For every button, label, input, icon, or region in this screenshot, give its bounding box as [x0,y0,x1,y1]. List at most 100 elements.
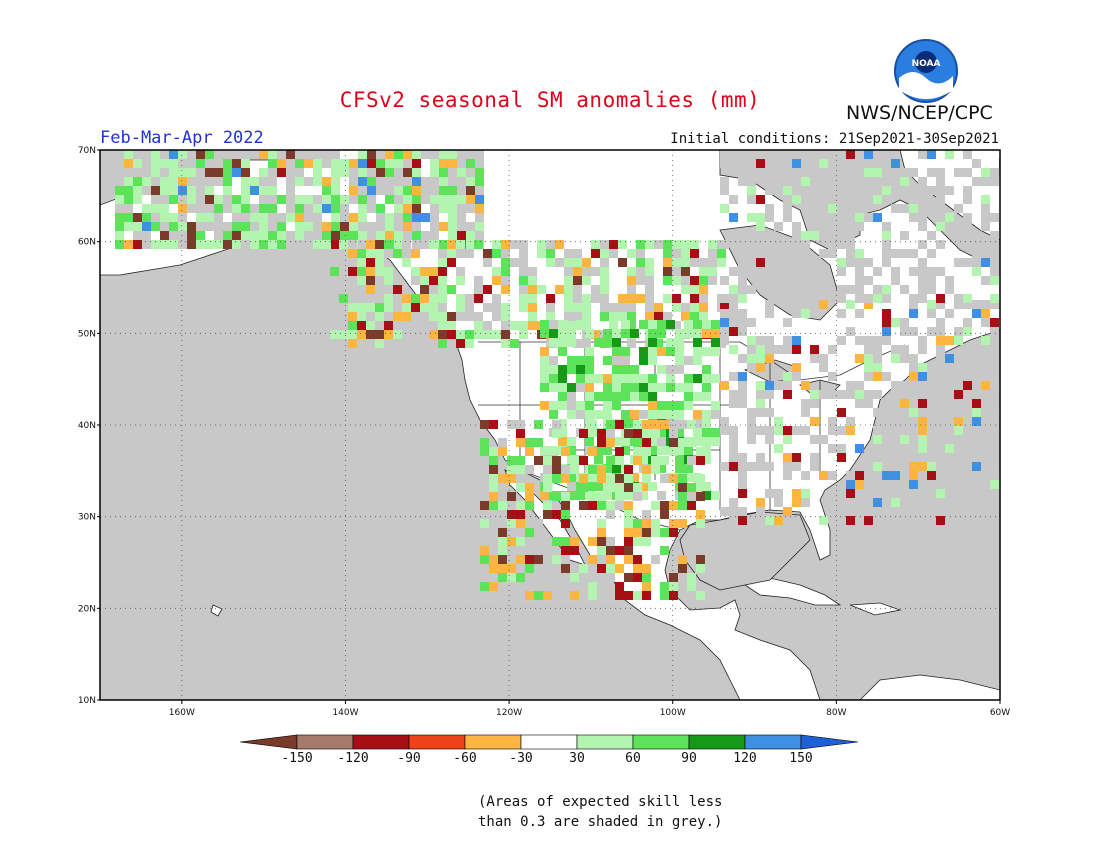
anomaly-cell [498,555,507,564]
anomaly-cell [651,555,660,564]
anomaly-cell [367,150,376,159]
anomaly-cell [457,168,466,177]
anomaly-cell [483,249,492,258]
anomaly-cell [448,213,457,222]
color-legend: -150 -120 -90 -60 -30 30 60 90 120 150 [239,734,859,766]
anomaly-cell [846,150,855,159]
anomaly-cell [945,150,954,159]
land-south-america [859,674,1000,700]
anomaly-cell [702,392,711,401]
anomaly-cell [151,186,160,195]
anomaly-cell [196,204,205,213]
anomaly-cell [558,392,567,401]
anomaly-cell [678,420,687,429]
anomaly-cell [169,186,178,195]
anomaly-cell [981,258,990,267]
anomaly-cell [588,501,597,510]
anomaly-cell [567,338,576,347]
anomaly-cell [151,222,160,231]
anomaly-cell [873,168,882,177]
anomaly-cell [690,276,699,285]
anomaly-cell [304,240,313,249]
anomaly-cell [430,150,439,159]
anomaly-cell [561,510,570,519]
anomaly-cell [783,300,792,309]
anomaly-cell [546,294,555,303]
anomaly-cell [972,480,981,489]
anomaly-cell [873,354,882,363]
anomaly-cell [681,303,690,312]
anomaly-cell [151,168,160,177]
anomaly-cell [295,240,304,249]
lon-tick-label: 160W [169,708,195,718]
anomaly-cell [918,150,927,159]
anomaly-cell [115,177,124,186]
anomaly-cell [954,294,963,303]
anomaly-cell [525,528,534,537]
anomaly-cell [597,564,606,573]
anomaly-cell [448,177,457,186]
anomaly-cell [600,303,609,312]
anomaly-cell [627,294,636,303]
anomaly-cell [783,249,792,258]
anomaly-cell [322,240,331,249]
anomaly-cell [480,492,489,501]
anomaly-cell [549,401,558,410]
anomaly-cell [600,249,609,258]
anomaly-cell [591,267,600,276]
anomaly-cell [411,303,420,312]
anomaly-cell [669,573,678,582]
anomaly-cell [507,474,516,483]
anomaly-cell [624,429,633,438]
anomaly-cell [927,276,936,285]
anomaly-cell [900,285,909,294]
anomaly-cell [909,354,918,363]
anomaly-cell [480,519,489,528]
anomaly-cell [720,318,729,327]
anomaly-cell [882,231,891,240]
anomaly-cell [837,408,846,417]
anomaly-cell [792,372,801,381]
anomaly-cell [873,363,882,372]
anomaly-cell [223,231,232,240]
anomaly-cell [918,177,927,186]
anomaly-cell [972,462,981,471]
anomaly-cell [756,354,765,363]
anomaly-cell [534,420,543,429]
anomaly-cell [972,354,981,363]
anomaly-cell [540,356,549,365]
anomaly-cell [456,330,465,339]
anomaly-cell [882,195,891,204]
anomaly-cell [828,240,837,249]
anomaly-cell [466,240,475,249]
anomaly-cell [681,312,690,321]
anomaly-cell [582,339,591,348]
anomaly-cell [654,339,663,348]
anomaly-cell [612,347,621,356]
anomaly-cell [783,204,792,213]
anomaly-cell [456,294,465,303]
anomaly-cell [322,222,331,231]
anomaly-cell [474,330,483,339]
anomaly-cell [250,186,259,195]
anomaly-cell [774,417,783,426]
anomaly-cell [489,564,498,573]
anomaly-cell [828,372,837,381]
anomaly-cell [349,231,358,240]
anomaly-cell [492,294,501,303]
anomaly-cell [624,501,633,510]
anomaly-cell [501,330,510,339]
footnote-line-1: (Areas of expected skill less [478,794,723,810]
anomaly-cell [669,528,678,537]
anomaly-cell [489,474,498,483]
anomaly-cell [474,294,483,303]
anomaly-cell [543,510,552,519]
anomaly-cell [456,267,465,276]
anomaly-cell [534,519,543,528]
anomaly-cell [648,392,657,401]
anomaly-cell [936,345,945,354]
anomaly-cell [927,507,936,516]
anomaly-cell [313,150,322,159]
anomaly-cell [711,437,720,446]
legend-tick-label: -90 [397,751,420,766]
